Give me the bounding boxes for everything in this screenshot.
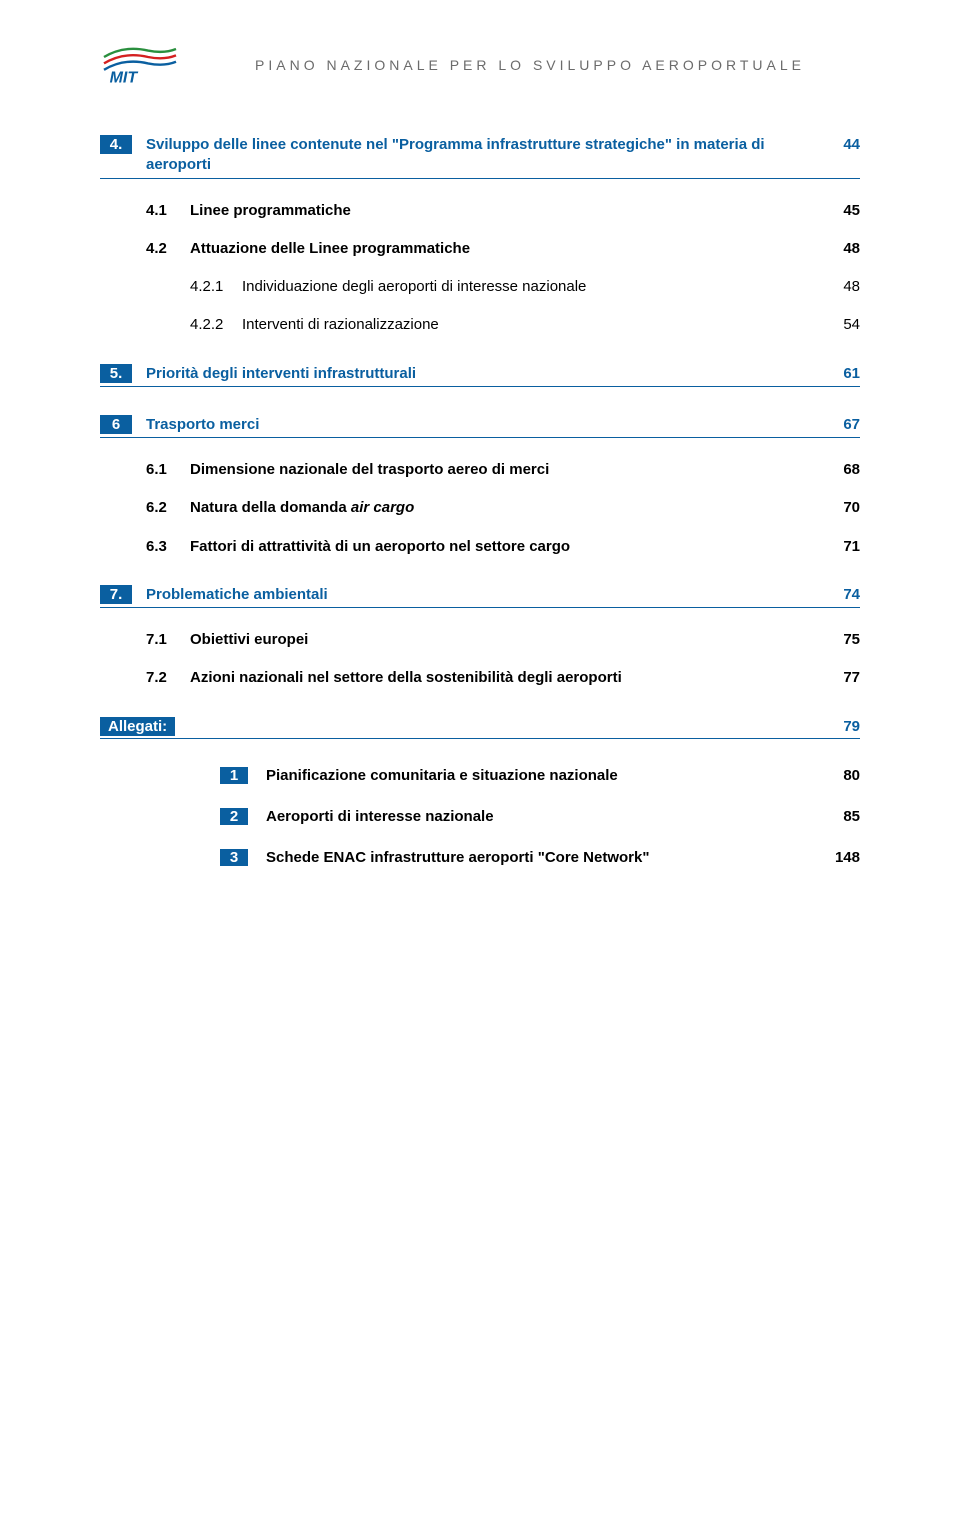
allegati-item-page: 85 (843, 808, 860, 825)
table-of-contents: 4. Sviluppo delle linee contenute nel "P… (100, 135, 860, 866)
toc-heading-row: 6 Trasporto merci 67 (100, 415, 860, 438)
toc-section: 6 Trasporto merci 67 6.1 Dimensione nazi… (100, 415, 860, 557)
toc-sub-row: 6.3 Fattori di attrattività di un aeropo… (100, 537, 860, 557)
sub-page: 70 (843, 499, 860, 516)
allegati-item-title: Aeroporti di interesse nazionale (266, 808, 823, 825)
sub-title: Azioni nazionali nel settore della soste… (190, 668, 823, 688)
document-header: MIT PIANO NAZIONALE PER LO SVILUPPO AERO… (100, 40, 860, 90)
section-title: Problematiche ambientali (146, 585, 823, 605)
sub-number: 6.3 (146, 538, 190, 555)
allegati-item-title: Schede ENAC infrastrutture aeroporti "Co… (266, 849, 815, 866)
allegati-item-page: 80 (843, 767, 860, 784)
allegati-item-title: Pianificazione comunitaria e situazione … (266, 767, 823, 784)
subsub-page: 54 (843, 316, 860, 333)
sub-page: 68 (843, 461, 860, 478)
allegati-page: 79 (843, 718, 860, 735)
toc-sub-row: 7.2 Azioni nazionali nel settore della s… (100, 668, 860, 688)
sub-title: Attuazione delle Linee programmatiche (190, 239, 823, 259)
sub-page: 48 (843, 240, 860, 257)
toc-sub-row: 4.2 Attuazione delle Linee programmatich… (100, 239, 860, 259)
svg-text:MIT: MIT (110, 70, 139, 87)
toc-heading-row: 4. Sviluppo delle linee contenute nel "P… (100, 135, 860, 179)
sub-page: 71 (843, 538, 860, 555)
toc-heading-row: 5. Priorità degli interventi infrastrutt… (100, 364, 860, 387)
header-title: PIANO NAZIONALE PER LO SVILUPPO AEROPORT… (200, 57, 860, 73)
sub-title: Linee programmatiche (190, 201, 823, 221)
sub-title: Obiettivi europei (190, 630, 823, 650)
toc-sub-row: 7.1 Obiettivi europei 75 (100, 630, 860, 650)
toc-subsub-row: 4.2.1 Individuazione degli aeroporti di … (100, 277, 860, 297)
toc-section: 7. Problematiche ambientali 74 7.1 Obiet… (100, 585, 860, 689)
sub-number: 7.1 (146, 631, 190, 648)
subsub-number: 4.2.2 (190, 316, 242, 333)
allegati-item-row: 2 Aeroporti di interesse nazionale 85 (100, 808, 860, 825)
toc-subsub-row: 4.2.2 Interventi di razionalizzazione 54 (100, 315, 860, 335)
allegati-heading-row: Allegati: 79 (100, 717, 860, 739)
allegati-item-row: 3 Schede ENAC infrastrutture aeroporti "… (100, 849, 860, 866)
allegati-item-number: 3 (220, 849, 248, 866)
section-page: 67 (843, 416, 860, 433)
sub-page: 75 (843, 631, 860, 648)
page-container: MIT PIANO NAZIONALE PER LO SVILUPPO AERO… (0, 0, 960, 950)
subsub-number: 4.2.1 (190, 278, 242, 295)
allegati-label-badge: Allegati: (100, 717, 175, 736)
sub-title: Fattori di attrattività di un aeroporto … (190, 537, 823, 557)
sub-title: Dimensione nazionale del trasporto aereo… (190, 460, 823, 480)
section-number-badge: 6 (100, 415, 132, 434)
sub-title-text: Natura della domanda (190, 499, 351, 516)
section-page: 44 (843, 136, 860, 153)
section-title: Trasporto merci (146, 415, 823, 435)
toc-sub-row: 6.2 Natura della domanda air cargo 70 (100, 498, 860, 518)
allegati-item-number: 2 (220, 808, 248, 825)
section-page: 61 (843, 365, 860, 382)
section-number-badge: 5. (100, 364, 132, 383)
toc-heading-row: 7. Problematiche ambientali 74 (100, 585, 860, 608)
sub-number: 7.2 (146, 669, 190, 686)
subsub-title: Interventi di razionalizzazione (242, 315, 823, 335)
section-number-badge: 4. (100, 135, 132, 154)
sub-number: 4.2 (146, 240, 190, 257)
sub-number: 6.2 (146, 499, 190, 516)
toc-section: 5. Priorità degli interventi infrastrutt… (100, 364, 860, 387)
toc-section: 4. Sviluppo delle linee contenute nel "P… (100, 135, 860, 336)
sub-number: 6.1 (146, 461, 190, 478)
subsub-page: 48 (843, 278, 860, 295)
allegati-item-page: 148 (835, 849, 860, 866)
toc-sub-row: 4.1 Linee programmatiche 45 (100, 201, 860, 221)
sub-title-italic: air cargo (351, 499, 414, 516)
section-title: Priorità degli interventi infrastruttura… (146, 364, 823, 384)
subsub-title: Individuazione degli aeroporti di intere… (242, 277, 823, 297)
section-number-badge: 7. (100, 585, 132, 604)
sub-title: Natura della domanda air cargo (190, 498, 823, 518)
section-title: Sviluppo delle linee contenute nel "Prog… (146, 135, 823, 176)
sub-number: 4.1 (146, 202, 190, 219)
allegati-item-number: 1 (220, 767, 248, 784)
sub-page: 45 (843, 202, 860, 219)
section-page: 74 (843, 586, 860, 603)
toc-sub-row: 6.1 Dimensione nazionale del trasporto a… (100, 460, 860, 480)
mit-logo: MIT (100, 40, 180, 90)
allegati-item-row: 1 Pianificazione comunitaria e situazion… (100, 767, 860, 784)
sub-page: 77 (843, 669, 860, 686)
